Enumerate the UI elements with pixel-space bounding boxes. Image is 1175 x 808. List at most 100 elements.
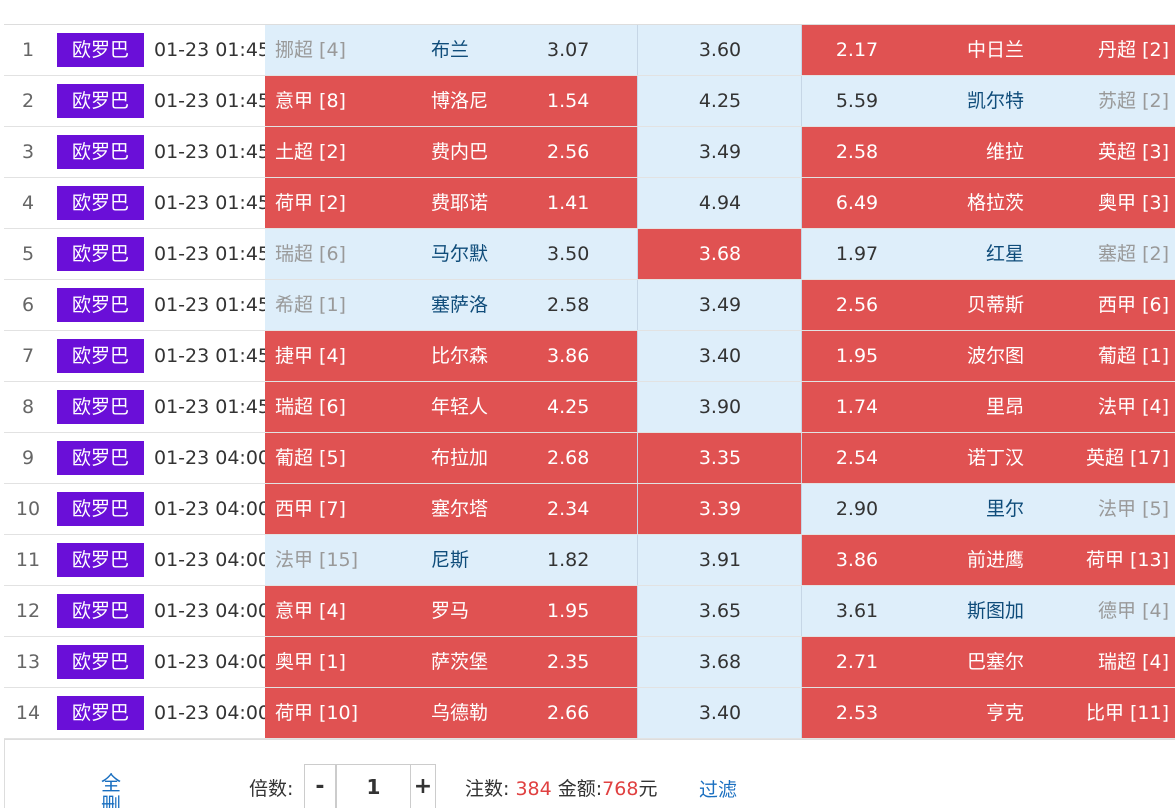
away-cell[interactable]: 2.90 里尔 法甲 [5]	[802, 484, 1175, 534]
draw-cell[interactable]: 3.39	[638, 484, 802, 534]
league-badge: 欧罗巴	[57, 186, 144, 220]
away-cell[interactable]: 1.74 里昂 法甲 [4]	[802, 382, 1175, 432]
draw-cell[interactable]: 4.25	[638, 76, 802, 126]
away-cell[interactable]: 6.49 格拉茨 奥甲 [3]	[802, 178, 1175, 228]
away-team: 格拉茨	[966, 192, 1024, 214]
match-time: 01-23 04:00	[154, 702, 271, 724]
away-cell[interactable]: 3.86 前进鹰 荷甲 [13]	[802, 535, 1175, 585]
home-cell[interactable]: 瑞超 [6] 马尔默 3.50	[265, 229, 638, 279]
home-rank: 奥甲 [1]	[275, 651, 346, 673]
draw-cell[interactable]: 3.91	[638, 535, 802, 585]
home-cell[interactable]: 奥甲 [1] 萨茨堡 2.35	[265, 637, 638, 687]
filter-link[interactable]: 过滤	[699, 779, 738, 801]
match-row: 5 欧罗巴 01-23 01:45 瑞超 [6] 马尔默 3.50 3.68 1.97 红星 塞超…	[4, 229, 1175, 280]
draw-cell[interactable]: 3.35	[638, 433, 802, 483]
plus-button[interactable]: +	[410, 764, 436, 808]
home-cell[interactable]: 法甲 [15] 尼斯 1.82	[265, 535, 638, 585]
draw-odds: 3.40	[698, 702, 742, 724]
match-time: 01-23 01:45	[154, 141, 271, 163]
row-number: 13	[15, 651, 41, 673]
away-cell[interactable]: 1.95 波尔图 葡超 [1]	[802, 331, 1175, 381]
draw-cell[interactable]: 3.65	[638, 586, 802, 636]
away-team: 里昂	[985, 396, 1024, 418]
match-row: 6 欧罗巴 01-23 01:45 希超 [1] 塞萨洛 2.58 3.49 2.56 贝蒂斯 西…	[4, 280, 1175, 331]
away-cell[interactable]: 5.59 凯尔特 苏超 [2]	[802, 76, 1175, 126]
home-rank: 荷甲 [10]	[275, 702, 359, 724]
away-odds: 1.95	[835, 345, 879, 367]
league-badge: 欧罗巴	[57, 135, 144, 169]
home-cell[interactable]: 荷甲 [2] 费耶诺 1.41	[265, 178, 638, 228]
draw-cell[interactable]: 3.68	[638, 229, 802, 279]
home-cell[interactable]: 土超 [2] 费内巴 2.56	[265, 127, 638, 177]
away-cell[interactable]: 2.56 贝蒂斯 西甲 [6]	[802, 280, 1175, 330]
home-team: 马尔默	[431, 243, 489, 265]
away-odds: 2.90	[835, 498, 879, 520]
league-badge: 欧罗巴	[57, 645, 144, 679]
home-rank: 挪超 [4]	[275, 39, 346, 61]
draw-cell[interactable]: 4.94	[638, 178, 802, 228]
away-cell[interactable]: 2.71 巴塞尔 瑞超 [4]	[802, 637, 1175, 687]
home-team: 博洛尼	[431, 90, 489, 112]
away-team: 红星	[985, 243, 1024, 265]
away-rank: 塞超 [2]	[1098, 243, 1169, 265]
home-odds: 2.58	[547, 294, 590, 316]
count: 384	[515, 778, 552, 800]
away-odds: 2.17	[835, 39, 879, 61]
minus-button[interactable]: -	[304, 764, 336, 808]
league-badge: 欧罗巴	[57, 441, 144, 475]
draw-odds: 3.40	[698, 345, 742, 367]
away-cell[interactable]: 2.58 维拉 英超 [3]	[802, 127, 1175, 177]
home-rank: 捷甲 [4]	[275, 345, 346, 367]
home-cell[interactable]: 荷甲 [10] 乌德勒 2.66	[265, 688, 638, 738]
draw-odds: 4.94	[698, 192, 742, 214]
home-cell[interactable]: 挪超 [4] 布兰 3.07	[265, 25, 638, 75]
home-odds: 2.68	[547, 447, 590, 469]
home-cell[interactable]: 希超 [1] 塞萨洛 2.58	[265, 280, 638, 330]
away-odds: 5.59	[835, 90, 879, 112]
row-number: 6	[21, 294, 35, 316]
away-cell[interactable]: 3.61 斯图加 德甲 [4]	[802, 586, 1175, 636]
match-row: 2 欧罗巴 01-23 01:45 意甲 [8] 博洛尼 1.54 4.25 5.59 凯尔特 苏…	[4, 76, 1175, 127]
away-odds: 3.61	[835, 600, 879, 622]
draw-cell[interactable]: 3.49	[638, 280, 802, 330]
draw-cell[interactable]: 3.68	[638, 637, 802, 687]
match-row: 1 欧罗巴 01-23 01:45 挪超 [4] 布兰 3.07 3.60 2.17 中日兰 丹超…	[4, 25, 1175, 76]
match-time: 01-23 04:00	[154, 549, 271, 571]
home-cell[interactable]: 捷甲 [4] 比尔森 3.86	[265, 331, 638, 381]
draw-cell[interactable]: 3.40	[638, 331, 802, 381]
away-cell[interactable]: 1.97 红星 塞超 [2]	[802, 229, 1175, 279]
home-cell[interactable]: 瑞超 [6] 年轻人 4.25	[265, 382, 638, 432]
match-time: 01-23 01:45	[154, 192, 271, 214]
header-strip	[4, 0, 1175, 25]
away-odds: 2.54	[835, 447, 879, 469]
home-cell[interactable]: 西甲 [7] 塞尔塔 2.34	[265, 484, 638, 534]
match-time: 01-23 01:45	[154, 90, 271, 112]
away-team: 前进鹰	[966, 549, 1024, 571]
home-cell[interactable]: 葡超 [5] 布拉加 2.68	[265, 433, 638, 483]
draw-odds: 3.49	[698, 141, 742, 163]
row-number: 10	[15, 498, 41, 520]
home-cell[interactable]: 意甲 [4] 罗马 1.95	[265, 586, 638, 636]
multiplier-input[interactable]: 1	[336, 764, 411, 808]
row-number: 14	[15, 702, 41, 724]
count-text: 注数: 384 金额:768元	[465, 766, 657, 808]
draw-cell[interactable]: 3.90	[638, 382, 802, 432]
away-rank: 荷甲 [13]	[1085, 549, 1169, 571]
home-team: 布兰	[431, 39, 470, 61]
away-cell[interactable]: 2.17 中日兰 丹超 [2]	[802, 25, 1175, 75]
home-rank: 土超 [2]	[275, 141, 346, 163]
away-cell[interactable]: 2.54 诺丁汉 英超 [17]	[802, 433, 1175, 483]
draw-cell[interactable]: 3.60	[638, 25, 802, 75]
away-odds: 6.49	[835, 192, 879, 214]
home-cell[interactable]: 意甲 [8] 博洛尼 1.54	[265, 76, 638, 126]
away-odds: 1.97	[835, 243, 879, 265]
away-cell[interactable]: 2.53 亨克 比甲 [11]	[802, 688, 1175, 738]
clear-button[interactable]: 全删	[101, 771, 121, 808]
away-team: 亨克	[985, 702, 1024, 724]
draw-cell[interactable]: 3.40	[638, 688, 802, 738]
draw-odds: 4.25	[698, 90, 742, 112]
draw-cell[interactable]: 3.49	[638, 127, 802, 177]
row-number: 11	[15, 549, 41, 571]
home-team: 布拉加	[431, 447, 489, 469]
